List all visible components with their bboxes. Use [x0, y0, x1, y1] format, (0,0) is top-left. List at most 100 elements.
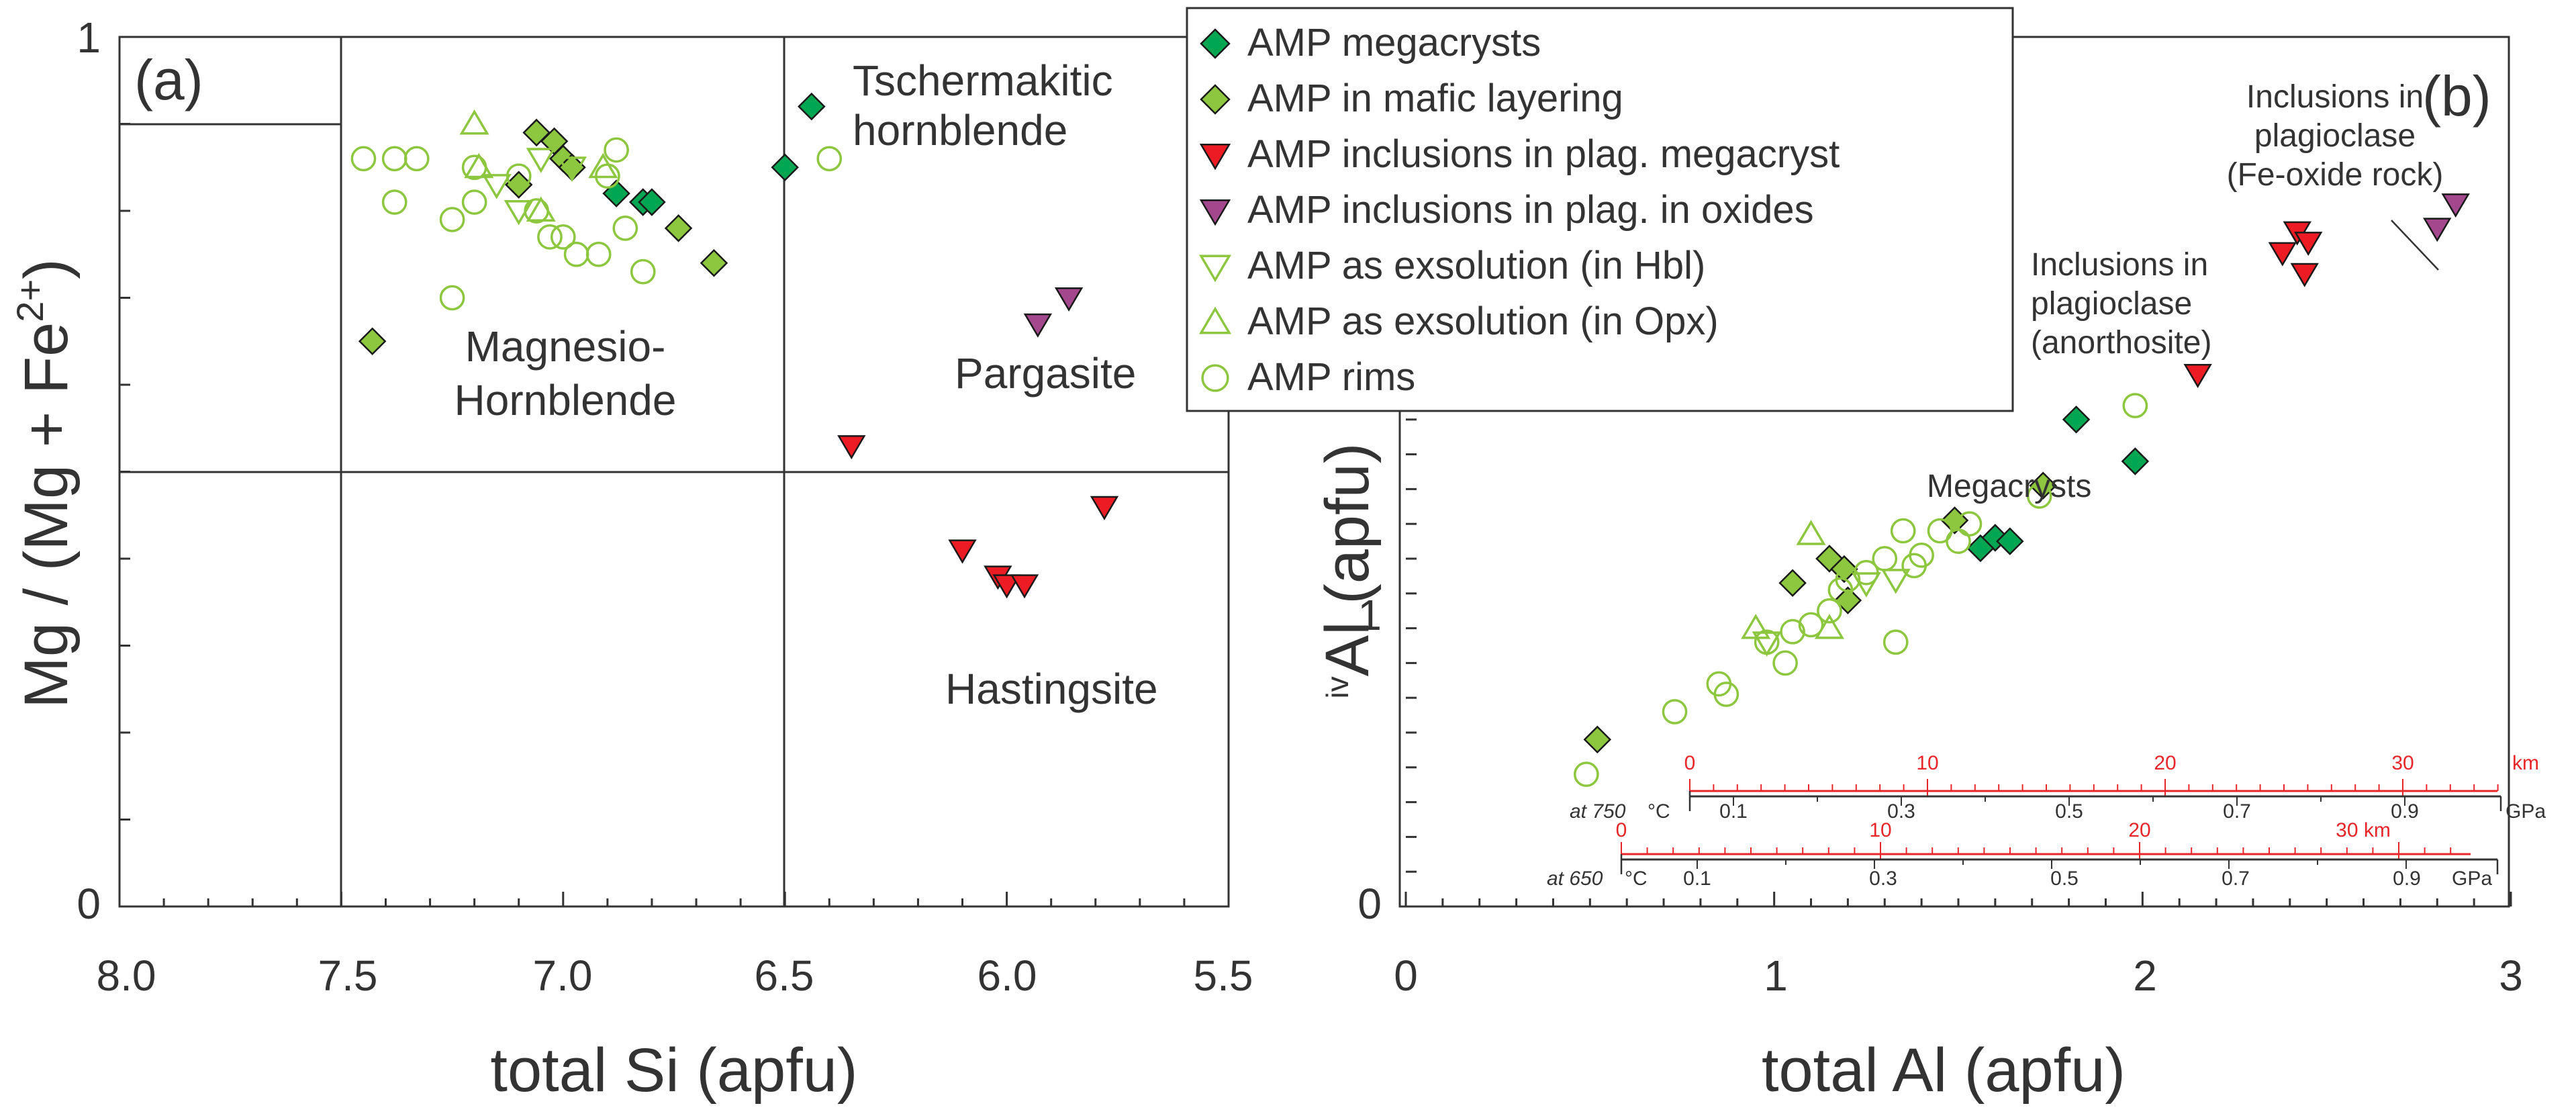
data-point — [481, 174, 512, 199]
legend-label: AMP as exsolution (in Hbl) — [1247, 244, 1705, 287]
data-point — [771, 153, 799, 182]
legend-label: AMP inclusions in plag. megacryst — [1247, 132, 1840, 176]
annotation-anorthosite-3: (anorthosite) — [2031, 325, 2211, 361]
data-point — [1778, 569, 1807, 598]
data-point — [1713, 682, 1739, 707]
depth-scales — [1620, 779, 2502, 874]
y-label-main: Al (apfu) — [1313, 443, 1382, 677]
y-label-sup: 2+ — [9, 279, 51, 322]
data-point — [557, 156, 587, 182]
legend: AMP megacrysts AMP in mafic layering AMP… — [1186, 7, 2014, 412]
scale-650-label: at 650 — [1547, 868, 1603, 890]
gpa-unit-label: GPa — [2452, 868, 2492, 890]
km-tick-label: 20 — [2128, 819, 2150, 841]
data-point — [1798, 612, 1824, 638]
annotation-megacrysts: Megacrysts — [1927, 469, 2091, 504]
y-tick-label: 1 — [77, 13, 101, 62]
data-point — [630, 259, 656, 285]
data-point — [837, 435, 866, 460]
x-tick-label: 7.0 — [533, 951, 593, 1000]
data-point — [1573, 761, 1599, 788]
annotation-fe-oxide-3: (Fe-oxide rock) — [2227, 157, 2444, 193]
panel-a-ticks — [118, 36, 1230, 908]
data-point — [1909, 542, 1934, 568]
data-point — [461, 189, 487, 215]
legend-box — [1186, 7, 2014, 412]
data-point — [1880, 569, 1911, 594]
data-point — [2441, 193, 2470, 218]
field-label-pargasite: Pargasite — [955, 349, 1136, 398]
gpa-tick-label: 0.9 — [2391, 800, 2419, 823]
scale-650-unit: °C — [1625, 868, 1648, 890]
data-point — [585, 241, 612, 267]
panel-a-label: (a) — [134, 48, 203, 111]
data-point — [1817, 598, 1842, 624]
data-point — [1966, 534, 1995, 563]
data-point — [1940, 506, 1969, 534]
y-label-main: Mg / (Mg + Fe — [12, 322, 81, 708]
panel-a-y-axis-label: Mg / (Mg + Fe2+) — [9, 259, 81, 708]
data-point — [1754, 629, 1780, 655]
data-point — [1054, 287, 1084, 312]
panel-a-points — [350, 92, 1119, 599]
data-point — [1752, 631, 1782, 657]
annotation-fe-oxide: Inclusions in — [2246, 79, 2424, 115]
data-point — [1956, 511, 1983, 537]
data-point — [948, 539, 977, 564]
km-tick-label: 20 — [2154, 752, 2176, 774]
data-point — [1882, 629, 1909, 655]
data-point — [2290, 263, 2319, 287]
legend-label: AMP in mafic layering — [1247, 77, 1623, 120]
field-label-magnesio-hornblende-2: Hornblende — [455, 376, 677, 424]
data-point — [381, 146, 408, 172]
data-point — [1851, 572, 1881, 598]
gpa-tick-label: 0.5 — [2050, 868, 2079, 890]
panel-a: (a) 8.0 7.5 7.0 6.5 6.0 5.5 0 1 total Si… — [9, 13, 1253, 1105]
data-point — [1583, 725, 1612, 754]
legend-label: AMP rims — [1247, 355, 1415, 399]
x-tick-label: 6.5 — [755, 951, 814, 1000]
x-tick-label: 1 — [1764, 951, 1788, 1000]
y-label-close: ) — [12, 259, 81, 279]
legend-label: AMP megacrysts — [1247, 21, 1541, 64]
x-tick-label: 6.0 — [977, 951, 1037, 1000]
data-point — [506, 163, 532, 189]
data-point — [638, 188, 666, 216]
panel-b-points — [1573, 193, 2470, 788]
gpa-unit-label: GPa — [2506, 800, 2546, 823]
data-point — [700, 248, 728, 277]
km-unit-label: km — [2512, 752, 2539, 774]
legend-marker — [1198, 306, 1232, 334]
data-point — [588, 152, 618, 179]
data-point — [403, 146, 430, 172]
data-point — [595, 163, 620, 189]
gpa-tick-label: 0.7 — [2222, 868, 2250, 890]
data-point — [526, 148, 556, 173]
x-tick-label: 7.5 — [318, 951, 378, 1000]
data-point — [612, 216, 638, 241]
legend-label: AMP as exsolution (in Opx) — [1247, 299, 1719, 343]
panel-b-y-axis-label: ivAl (apfu) — [1313, 443, 1382, 699]
data-point — [381, 189, 408, 215]
km-tick-label: 0 — [1616, 819, 1627, 841]
data-point — [664, 214, 693, 242]
panel-b-label: (b) — [2422, 64, 2491, 128]
data-point — [1946, 528, 1971, 554]
data-point — [1853, 559, 1879, 586]
scale-750-unit: °C — [1648, 800, 1670, 823]
data-point — [504, 171, 533, 199]
km-tick-label: 10 — [1869, 819, 1891, 841]
legend-marker — [1199, 199, 1231, 226]
y-tick-label: 0 — [77, 880, 101, 928]
panel-b-x-axis-label: total Al (apfu) — [1762, 1036, 2126, 1105]
annotation-anorthosite-2: plagioclase — [2031, 286, 2192, 322]
data-point — [464, 152, 494, 179]
data-point — [1996, 527, 2024, 555]
data-point — [439, 285, 465, 311]
km-tick-label: 30 km — [2336, 819, 2391, 841]
data-point — [992, 574, 1021, 599]
annotation-anorthosite: Inclusions in — [2031, 247, 2208, 283]
legend-marker — [1200, 28, 1231, 59]
data-point — [439, 207, 465, 232]
